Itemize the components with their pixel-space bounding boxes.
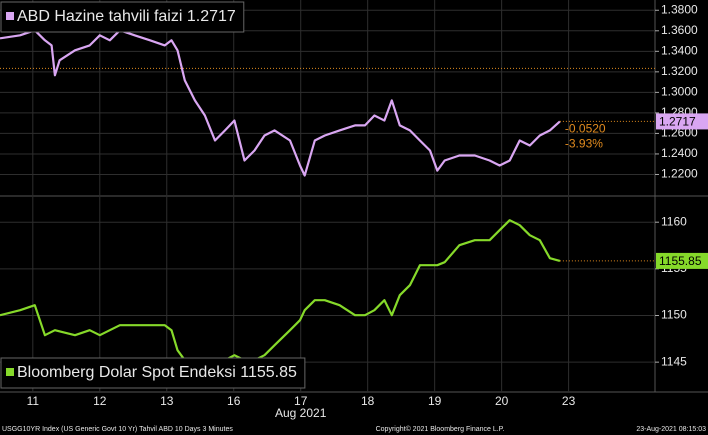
footer-left: USGG10YR Index (US Generic Govt 10 Yr) T… (2, 426, 233, 433)
legend-label: Bloomberg Dolar Spot Endeksi 1155.85 (17, 364, 297, 381)
y-tick-label: 1.2200 (661, 167, 698, 181)
legend-box (0, 357, 306, 389)
y-tick-label: 1.3600 (661, 23, 698, 37)
legend-box (0, 1, 245, 33)
legend-swatch (6, 368, 14, 376)
y-tick-label: 1.3400 (661, 43, 698, 57)
series-line (0, 29, 561, 177)
legend-swatch (6, 12, 14, 20)
annotation: -3.93% (565, 137, 603, 151)
y-tick-label: 1.2400 (661, 146, 698, 160)
y-tick-label: 1.3800 (661, 2, 698, 16)
y-tick-label: 1.3200 (661, 64, 698, 78)
x-tick-label: 23 (562, 394, 576, 408)
x-axis-label: Aug 2021 (275, 406, 327, 420)
legend-label: ABD Hazine tahvili faizi 1.2717 (17, 8, 236, 25)
last-value-box (656, 113, 708, 130)
last-value-box (656, 252, 708, 269)
series-line (0, 219, 561, 367)
last-value-label: 1155.85 (659, 254, 702, 268)
y-tick-label: 1.3000 (661, 85, 698, 99)
x-tick-label: 16 (227, 394, 241, 408)
x-tick-label: 13 (160, 394, 174, 408)
x-tick-label: 18 (361, 394, 375, 408)
x-tick-label: 20 (495, 394, 509, 408)
y-tick-label: 1160 (661, 214, 687, 228)
annotation: -0.0520 (565, 122, 606, 136)
legend: Bloomberg Dolar Spot Endeksi 1155.85 (0, 357, 306, 389)
x-tick-label: 19 (428, 394, 442, 408)
x-tick-label: 17 (294, 394, 308, 408)
footer-right: 23-Aug-2021 08:15:03 (636, 426, 706, 433)
legend: ABD Hazine tahvili faizi 1.2717 (0, 1, 245, 33)
x-tick-label: 11 (27, 394, 40, 408)
footer-center: Copyright© 2021 Bloomberg Finance L.P. (376, 425, 505, 433)
y-tick-label: 1150 (661, 308, 687, 322)
y-tick-label: 1145 (661, 354, 687, 368)
last-value-label: 1.2717 (659, 115, 696, 129)
x-tick-label: 12 (93, 394, 107, 408)
